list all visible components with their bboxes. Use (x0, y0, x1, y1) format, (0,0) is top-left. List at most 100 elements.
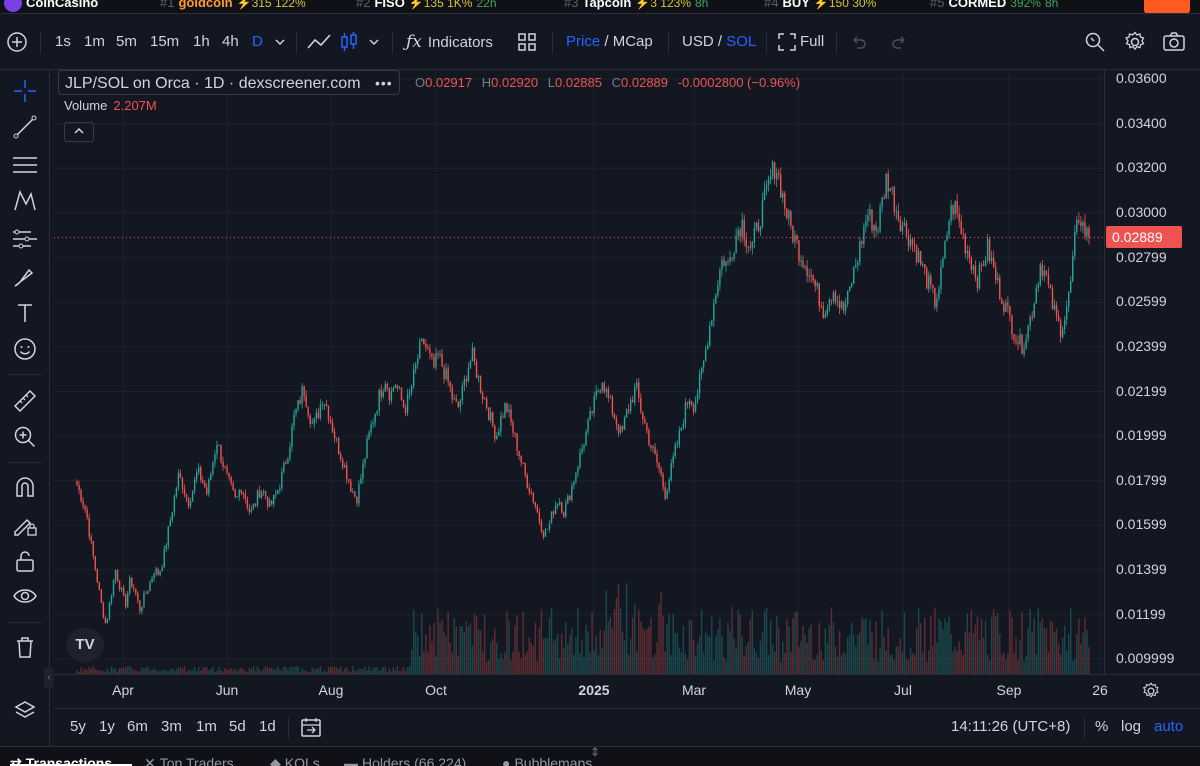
range-1d[interactable]: 1d (259, 718, 276, 735)
candle-body (678, 430, 681, 445)
resize-handle-icon[interactable]: ⇕ (590, 746, 601, 759)
usd-option[interactable]: USD (682, 33, 714, 50)
range-1m[interactable]: 1m (196, 718, 217, 735)
auto-toggle[interactable]: auto (1154, 718, 1184, 735)
ticker-item-1[interactable]: #1 goldcoin ⚡315 122% (160, 0, 306, 10)
ticker-item-3[interactable]: #3 Tapcoin ⚡3 123% 8h (564, 0, 708, 10)
volume-bar (731, 607, 733, 674)
lock-tool[interactable] (10, 546, 40, 576)
range-5d[interactable]: 5d (229, 718, 246, 735)
remove-drawings-tool[interactable] (10, 632, 40, 662)
chart-type-dropdown[interactable] (368, 14, 380, 70)
collapse-legend-button[interactable] (64, 122, 94, 142)
range-1y[interactable]: 1y (99, 718, 115, 735)
log-toggle[interactable]: log (1121, 718, 1142, 735)
interval-d[interactable]: D (252, 33, 263, 50)
ticker-item-coincasino[interactable]: CoinCasino (26, 0, 98, 10)
sol-option[interactable]: SOL (726, 33, 757, 50)
tab-bubblemaps[interactable]: ● Bubblemaps (502, 755, 592, 766)
candle-body (644, 419, 646, 424)
fib-tool[interactable] (10, 150, 40, 180)
zoom-in-tool[interactable] (10, 422, 40, 452)
interval-1h[interactable]: 1h (193, 33, 210, 50)
price-option[interactable]: Price (566, 33, 601, 50)
measure-tool[interactable] (10, 386, 40, 416)
settings-button[interactable] (1124, 14, 1146, 70)
candle-body (339, 454, 342, 460)
candle-body (893, 187, 896, 212)
indicators-button[interactable]: ƒx Indicators (406, 14, 493, 70)
range-5y[interactable]: 5y (70, 718, 86, 735)
layouts-button[interactable] (517, 14, 537, 70)
clock-readout[interactable]: 14:11:26 (UTC+8) (951, 718, 1071, 735)
collapse-toolbar-button[interactable]: ‹ (44, 668, 54, 688)
quick-search-button[interactable] (1084, 14, 1106, 70)
ticker-action-button[interactable] (1144, 0, 1190, 13)
price-axis[interactable] (1104, 70, 1200, 674)
high-value: 0.02920 (491, 75, 539, 90)
currency-toggle[interactable]: USD / SOL (682, 33, 757, 50)
candle-body (471, 347, 474, 361)
volume-bar (745, 646, 747, 674)
more-options-icon[interactable]: ••• (374, 75, 393, 91)
range-3m[interactable]: 3m (161, 718, 182, 735)
axis-settings-button[interactable] (1142, 682, 1160, 705)
interval-dropdown[interactable] (274, 14, 286, 70)
volume-bar (702, 653, 705, 674)
tab-kols[interactable]: ◆ KOLs (270, 755, 320, 766)
candle-body (707, 345, 709, 350)
magnet-tool[interactable] (10, 472, 40, 502)
candle-body (802, 260, 804, 268)
candles-button[interactable] (338, 14, 360, 70)
add-symbol-button[interactable] (6, 14, 28, 70)
text-tool[interactable] (10, 298, 40, 328)
hide-drawings-tool[interactable] (10, 582, 40, 612)
tradingview-logo[interactable]: TV (66, 628, 104, 662)
interval-1m[interactable]: 1m (84, 33, 105, 50)
ticker-item-2[interactable]: #2 FISO ⚡135 1K% 22h (356, 0, 497, 10)
range-6m[interactable]: 6m (127, 718, 148, 735)
volume-bar (737, 609, 739, 674)
time-axis[interactable] (54, 674, 1200, 708)
volume-bar (1001, 654, 1003, 674)
ticker-item-5[interactable]: #5 CORMED 392% 8h (930, 0, 1058, 10)
chart-pane[interactable] (54, 70, 1104, 674)
object-tree-tool[interactable] (10, 696, 40, 726)
price-mcap-toggle[interactable]: Price / MCap (566, 33, 653, 50)
interval-15m[interactable]: 15m (150, 33, 180, 50)
tab-top-traders[interactable]: ✕ Top Traders (144, 755, 234, 766)
candle-body (270, 500, 273, 505)
close-label: C (611, 75, 622, 90)
trend-line-tool[interactable] (10, 112, 40, 142)
interval-5m[interactable]: 5m (116, 33, 137, 50)
symbol-legend[interactable]: JLP/SOL on Orca · 1D · dexscreener.com •… (58, 70, 400, 95)
ticker-item-4[interactable]: #4 BUY ⚡150 30% (764, 0, 876, 10)
candle-body (871, 209, 873, 231)
emoji-tool[interactable] (10, 334, 40, 364)
volume-bar (735, 647, 737, 674)
screenshot-button[interactable] (1162, 14, 1186, 70)
percent-toggle[interactable]: % (1095, 718, 1109, 735)
coincasino-logo[interactable] (4, 0, 22, 12)
redo-button[interactable] (890, 14, 908, 70)
lock-drawings-tool[interactable] (10, 510, 40, 540)
volume-bar (392, 666, 395, 674)
volume-bar (453, 618, 455, 674)
undo-button[interactable] (850, 14, 868, 70)
fullscreen-button[interactable]: Full (778, 14, 824, 70)
interval-1s[interactable]: 1s (55, 33, 71, 50)
brush-tool[interactable] (10, 262, 40, 292)
candle-body (926, 268, 928, 289)
tab-holders[interactable]: ▬ Holders (66,224) (344, 755, 466, 766)
interval-4h[interactable]: 4h (222, 33, 239, 50)
prediction-tool[interactable] (10, 224, 40, 254)
candle-body (619, 426, 622, 433)
line-chart-button[interactable] (306, 14, 332, 70)
mcap-option[interactable]: MCap (612, 33, 653, 50)
pattern-tool[interactable] (10, 186, 40, 216)
go-to-date-button[interactable] (300, 716, 322, 742)
price-chart[interactable] (54, 70, 1104, 674)
volume-bar (709, 636, 711, 674)
tab-transactions[interactable]: ⇄ Transactions (10, 755, 112, 766)
crosshair-tool[interactable] (10, 76, 40, 106)
